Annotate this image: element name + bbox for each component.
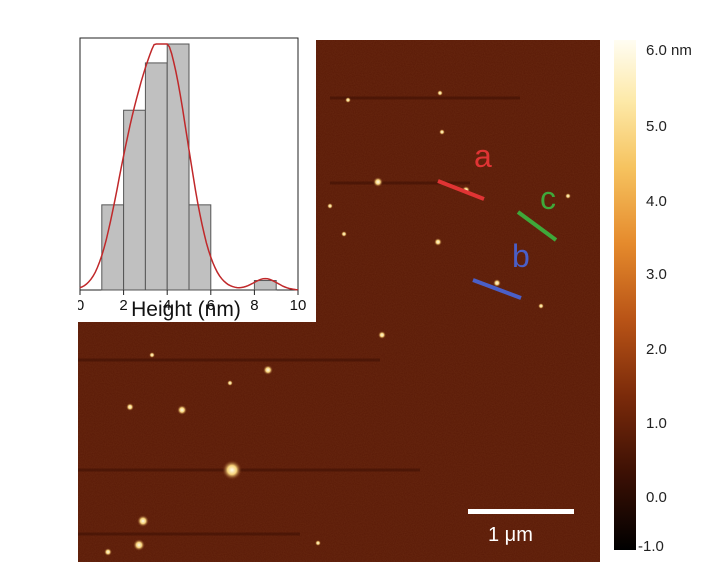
histogram-x-tick-label: 10 [290, 297, 307, 314]
histogram-bar [253, 280, 277, 291]
histogram-bar [166, 43, 190, 291]
scale-bar-label: 1 μm [488, 524, 533, 546]
marker-label-b: b [512, 238, 530, 274]
colorbar-tick-2: 2.0 [646, 341, 667, 358]
histogram-x-tick-label: 6 [207, 297, 215, 314]
histogram-x-axis-label: Height (nm) [131, 298, 241, 321]
height-colorbar [614, 40, 636, 550]
histogram-x-tick-label: 2 [119, 297, 127, 314]
scale-bar [468, 509, 574, 514]
marker-label-a: a [474, 138, 492, 174]
colorbar-tick-6: 6.0 nm [646, 42, 692, 59]
colorbar-tick-0: 0.0 [646, 489, 667, 506]
colorbar-tick-neg1: -1.0 [638, 538, 664, 555]
colorbar-tick-4: 4.0 [646, 193, 667, 210]
histogram-bar [101, 204, 125, 291]
scan-lines [78, 96, 520, 536]
histogram-x-tick-label: 4 [163, 297, 171, 314]
colorbar-tick-5: 5.0 [646, 118, 667, 135]
marker-line-b [472, 278, 522, 300]
particles [104, 90, 571, 556]
colorbar-tick-3: 3.0 [646, 266, 667, 283]
histogram-bar [188, 204, 212, 291]
colorbar-tick-1: 1.0 [646, 415, 667, 432]
histogram-density-curve [79, 43, 299, 291]
height-histogram: 0 2 4 6 8 10 Height (nm) [76, 37, 307, 321]
histogram-bar [144, 62, 168, 291]
marker-label-c: c [540, 180, 556, 216]
histogram-x-tick-label: 8 [250, 297, 258, 314]
marker-line-c [516, 210, 558, 242]
height-histogram-inset: 0 2 4 6 8 10 Height (nm) [76, 36, 316, 321]
marker-line-a [437, 179, 485, 201]
histogram-x-tick-label: 0 [78, 297, 84, 314]
